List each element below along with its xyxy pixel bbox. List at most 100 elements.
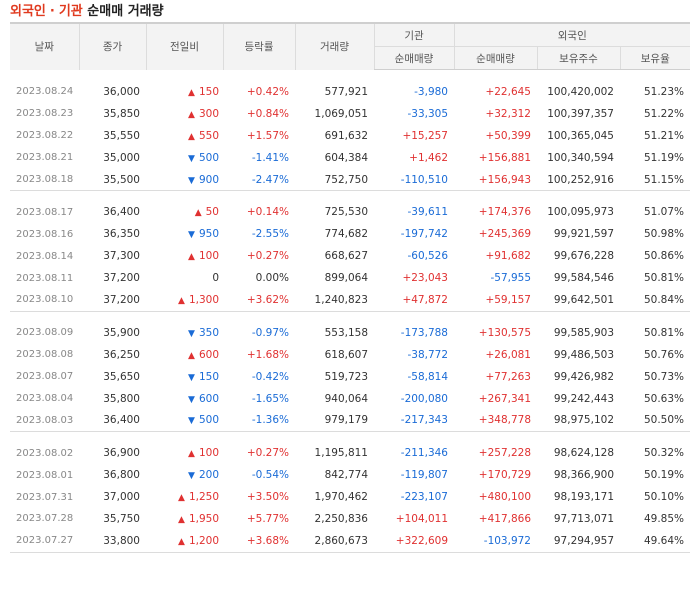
table-row: 2023.07.28 35,750 ▲ 1,950 +5.77% 2,250,836 +10… — [10, 508, 690, 530]
col-rate-header: 등락률 — [222, 22, 295, 70]
close-cell: 35,650 — [103, 370, 140, 383]
rate-cell: -2.55% — [251, 228, 289, 241]
change-cell: ▼ 500 — [146, 409, 223, 431]
volume-cell: 577,921 — [324, 85, 368, 98]
foreign-holding-cell: 98,624,128 — [553, 447, 614, 460]
date-cell: 2023.08.02 — [16, 447, 74, 459]
change-cell: ▼ 500 — [146, 147, 223, 169]
foreign-holding-cell: 100,095,973 — [547, 206, 614, 219]
separator-cell — [10, 310, 690, 322]
triangle-down-icon: ▼ — [188, 471, 195, 482]
foreign-ratio-cell: 51.07% — [643, 206, 684, 219]
institution-net-cell: +1,462 — [409, 151, 448, 164]
close-cell: 35,750 — [103, 512, 140, 525]
rate-cell: +0.42% — [246, 85, 289, 98]
date-cell: 2023.08.22 — [16, 130, 74, 142]
foreign-net-cell: +26,081 — [485, 348, 531, 361]
institution-net-cell: -217,343 — [400, 414, 448, 427]
volume-cell: 604,384 — [324, 151, 368, 164]
institution-net-cell: +23,043 — [402, 272, 448, 285]
triangle-up-icon: ▲ — [178, 295, 185, 306]
volume-cell: 668,627 — [324, 250, 368, 263]
table-row: 2023.08.23 35,850 ▲ 300 +0.84% 1,069,051 -33,3… — [10, 103, 690, 125]
date-cell: 2023.08.09 — [16, 327, 74, 339]
foreign-holding-cell: 99,921,597 — [553, 228, 614, 241]
table-row: 2023.07.31 37,000 ▲ 1,250 +3.50% 1,970,462 -22… — [10, 486, 690, 508]
volume-cell: 618,607 — [324, 348, 368, 361]
date-cell: 2023.08.03 — [16, 414, 74, 426]
table-row: 2023.08.14 37,300 ▲ 100 +0.27% 668,627 -60,526… — [10, 245, 690, 267]
foreign-net-cell: +91,682 — [485, 250, 531, 263]
col-institution-group-header: 기관 — [373, 22, 454, 47]
volume-cell: 1,240,823 — [314, 293, 368, 306]
change-value: 50 — [205, 206, 219, 219]
date-cell: 2023.08.10 — [16, 294, 74, 306]
change-cell: 0 — [146, 267, 223, 289]
foreign-net-cell: +156,881 — [478, 151, 531, 164]
foreign-holding-cell: 100,340,594 — [547, 151, 614, 164]
foreign-net-cell: +257,228 — [478, 447, 531, 460]
change-value: 300 — [198, 107, 219, 120]
col-foreign-net-header: 순매매량 — [453, 46, 537, 70]
rate-cell: +1.57% — [246, 129, 289, 142]
separator-cell — [10, 70, 690, 82]
table-row: 2023.08.01 36,800 ▼ 200 -0.54% 842,774 -119,80… — [10, 464, 690, 486]
col-foreign-ratio-header: 보유율 — [619, 46, 690, 70]
institution-net-cell: -211,346 — [400, 447, 448, 460]
foreign-ratio-cell: 51.21% — [643, 129, 684, 142]
change-cell: ▼ 600 — [146, 388, 223, 410]
table-body: 2023.08.24 36,000 ▲ 150 +0.42% 577,921 -3,980 +… — [10, 70, 690, 553]
foreign-net-cell: +170,729 — [478, 469, 531, 482]
table-row: 2023.08.04 35,800 ▼ 600 -1.65% 940,064 -200,08… — [10, 388, 690, 410]
triangle-up-icon: ▲ — [188, 109, 195, 120]
foreign-net-cell: +156,943 — [478, 173, 531, 186]
institution-net-cell: -58,814 — [407, 370, 448, 383]
change-value: 350 — [198, 326, 219, 339]
triangle-down-icon: ▼ — [188, 372, 195, 383]
volume-cell: 2,860,673 — [295, 529, 374, 553]
foreign-net-cell: +130,575 — [478, 326, 531, 339]
volume-cell: 899,064 — [324, 272, 368, 285]
rate-cell: 0.00% — [255, 272, 289, 285]
title-institution: 기관 — [58, 4, 83, 19]
table-row: 2023.08.07 35,650 ▼ 150 -0.42% 519,723 -58,814… — [10, 366, 690, 388]
date-cell: 2023.08.07 — [16, 371, 74, 383]
institution-net-cell: -223,107 — [400, 491, 448, 504]
rate-cell: +0.84% — [246, 107, 289, 120]
institution-net-cell: -173,788 — [400, 326, 448, 339]
foreign-ratio-cell: 50.10% — [643, 491, 684, 504]
group-separator — [10, 310, 690, 322]
foreign-holding-cell: 99,642,501 — [553, 293, 614, 306]
foreign-holding-cell: 100,420,002 — [547, 85, 614, 98]
change-cell: ▲ 1,200 — [146, 529, 223, 553]
volume-cell: 553,158 — [324, 326, 368, 339]
date-cell: 2023.08.01 — [16, 469, 74, 481]
close-cell: 35,550 — [103, 129, 140, 142]
page-title: 외국인 · 기관 순매매 거래량 — [10, 3, 164, 20]
rate-cell: -2.47% — [251, 173, 289, 186]
col-date-header: 날짜 — [10, 22, 79, 70]
change-cell: ▼ 900 — [146, 169, 223, 191]
change-value: 150 — [198, 85, 219, 98]
close-cell: 33,800 — [79, 529, 146, 553]
foreign-net-cell: -57,955 — [490, 272, 531, 285]
group-separator — [10, 190, 690, 202]
triangle-down-icon: ▼ — [188, 153, 195, 164]
institution-net-cell: -119,807 — [400, 469, 448, 482]
foreign-ratio-cell: 50.84% — [643, 293, 684, 306]
institution-net-cell: -110,510 — [400, 173, 448, 186]
triangle-up-icon: ▲ — [188, 449, 195, 460]
foreign-holding-cell: 100,397,357 — [547, 107, 614, 120]
foreign-ratio-cell: 50.81% — [643, 272, 684, 285]
volume-cell: 940,064 — [324, 392, 368, 405]
triangle-down-icon: ▼ — [188, 175, 195, 186]
foreign-ratio-cell: 49.85% — [643, 512, 684, 525]
date-cell: 2023.08.04 — [16, 393, 74, 405]
change-value: 1,200 — [188, 534, 219, 547]
rate-cell: -1.65% — [251, 392, 289, 405]
date-cell: 2023.08.18 — [16, 174, 74, 185]
change-value: 900 — [198, 173, 219, 186]
date-cell: 2023.08.23 — [16, 108, 74, 120]
rate-cell: +0.27% — [246, 250, 289, 263]
foreign-holding-cell: 97,713,071 — [553, 512, 614, 525]
